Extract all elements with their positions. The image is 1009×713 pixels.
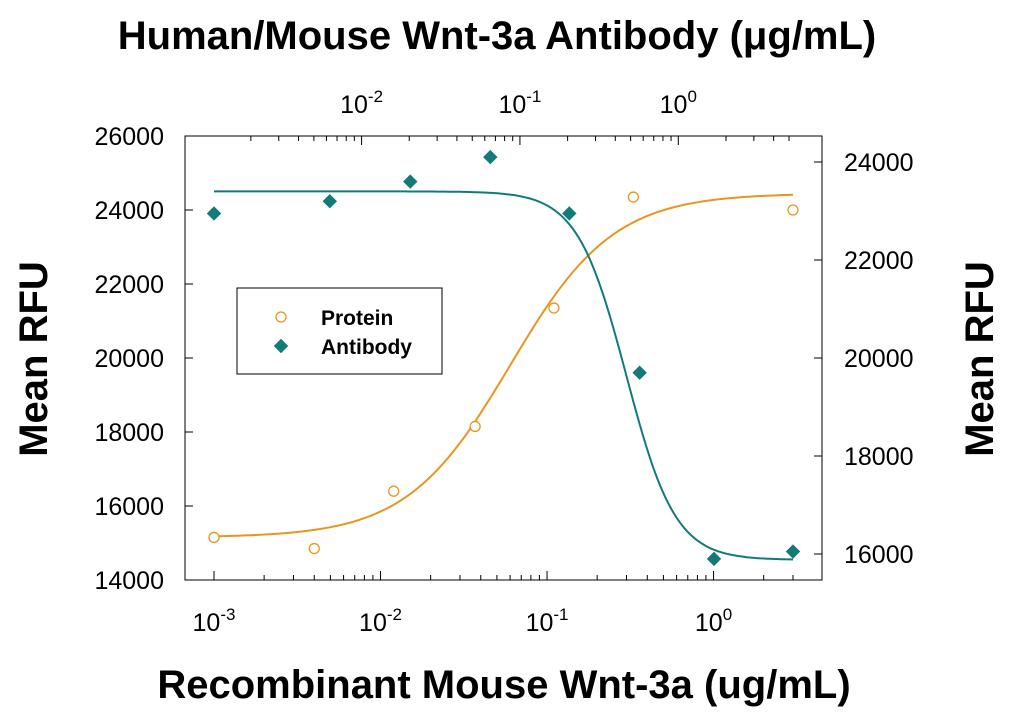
- y2-axis-label: Mean RFU: [958, 261, 1002, 457]
- point-protein: [208, 531, 220, 544]
- y-tick-label: 18000: [94, 419, 164, 447]
- point-antibody: [562, 206, 577, 221]
- fit-curves: [214, 190, 794, 561]
- fit-curve-protein: [214, 193, 794, 538]
- point-antibody: [403, 174, 418, 189]
- point-antibody: [322, 193, 337, 209]
- fit-curve-antibody: [214, 190, 794, 561]
- point-antibody: [785, 544, 801, 559]
- y-tick-label: 22000: [94, 271, 164, 299]
- y-tick-label: 16000: [94, 493, 164, 521]
- y-axis-label: Mean RFU: [12, 261, 56, 457]
- x2-tick-label: 10-2: [340, 87, 383, 119]
- x-tick-label: 100: [695, 605, 732, 637]
- y2-tick-label: 16000: [844, 541, 914, 569]
- legend-label-antibody: Antibody: [321, 336, 412, 359]
- point-protein: [469, 420, 481, 433]
- x-axis-label: Recombinant Mouse Wnt-3a (ug/mL): [157, 663, 850, 707]
- y-tick-label: 20000: [94, 345, 164, 373]
- y2-tick-label: 24000: [844, 149, 914, 177]
- x2-tick-label: 100: [660, 87, 697, 119]
- y2-tick-label: 22000: [844, 247, 914, 275]
- axes: 14000 16000 18000 20000 22000 24000 26000 16000…: [94, 87, 913, 637]
- y-tick-label: 14000: [94, 567, 164, 595]
- y-tick-label: 26000: [94, 123, 164, 151]
- x-tick-label: 10-3: [193, 605, 236, 637]
- x2-tick-label: 10-1: [498, 87, 541, 119]
- point-protein: [627, 191, 640, 203]
- point-antibody: [206, 206, 222, 221]
- point-antibody: [706, 551, 722, 567]
- x-tick-label: 10-1: [526, 605, 569, 637]
- x-tick-label: 10-2: [359, 605, 402, 637]
- legend-box: [236, 287, 443, 375]
- point-protein: [787, 204, 799, 216]
- legend: Protein Antibody: [236, 287, 443, 375]
- y2-tick-label: 20000: [844, 345, 914, 373]
- legend-marker-antibody: [273, 338, 289, 354]
- legend-label-protein: Protein: [321, 307, 393, 330]
- data-points: [206, 149, 801, 567]
- point-antibody: [483, 149, 498, 165]
- point-antibody: [632, 365, 647, 380]
- point-protein: [548, 302, 560, 314]
- y2-tick-label: 18000: [844, 443, 914, 471]
- point-protein: [308, 542, 320, 555]
- chart-title: Human/Mouse Wnt-3a Antibody (μg/mL): [118, 14, 877, 58]
- y-tick-label: 24000: [94, 197, 164, 225]
- point-protein: [388, 485, 400, 497]
- legend-marker-protein: [275, 311, 287, 323]
